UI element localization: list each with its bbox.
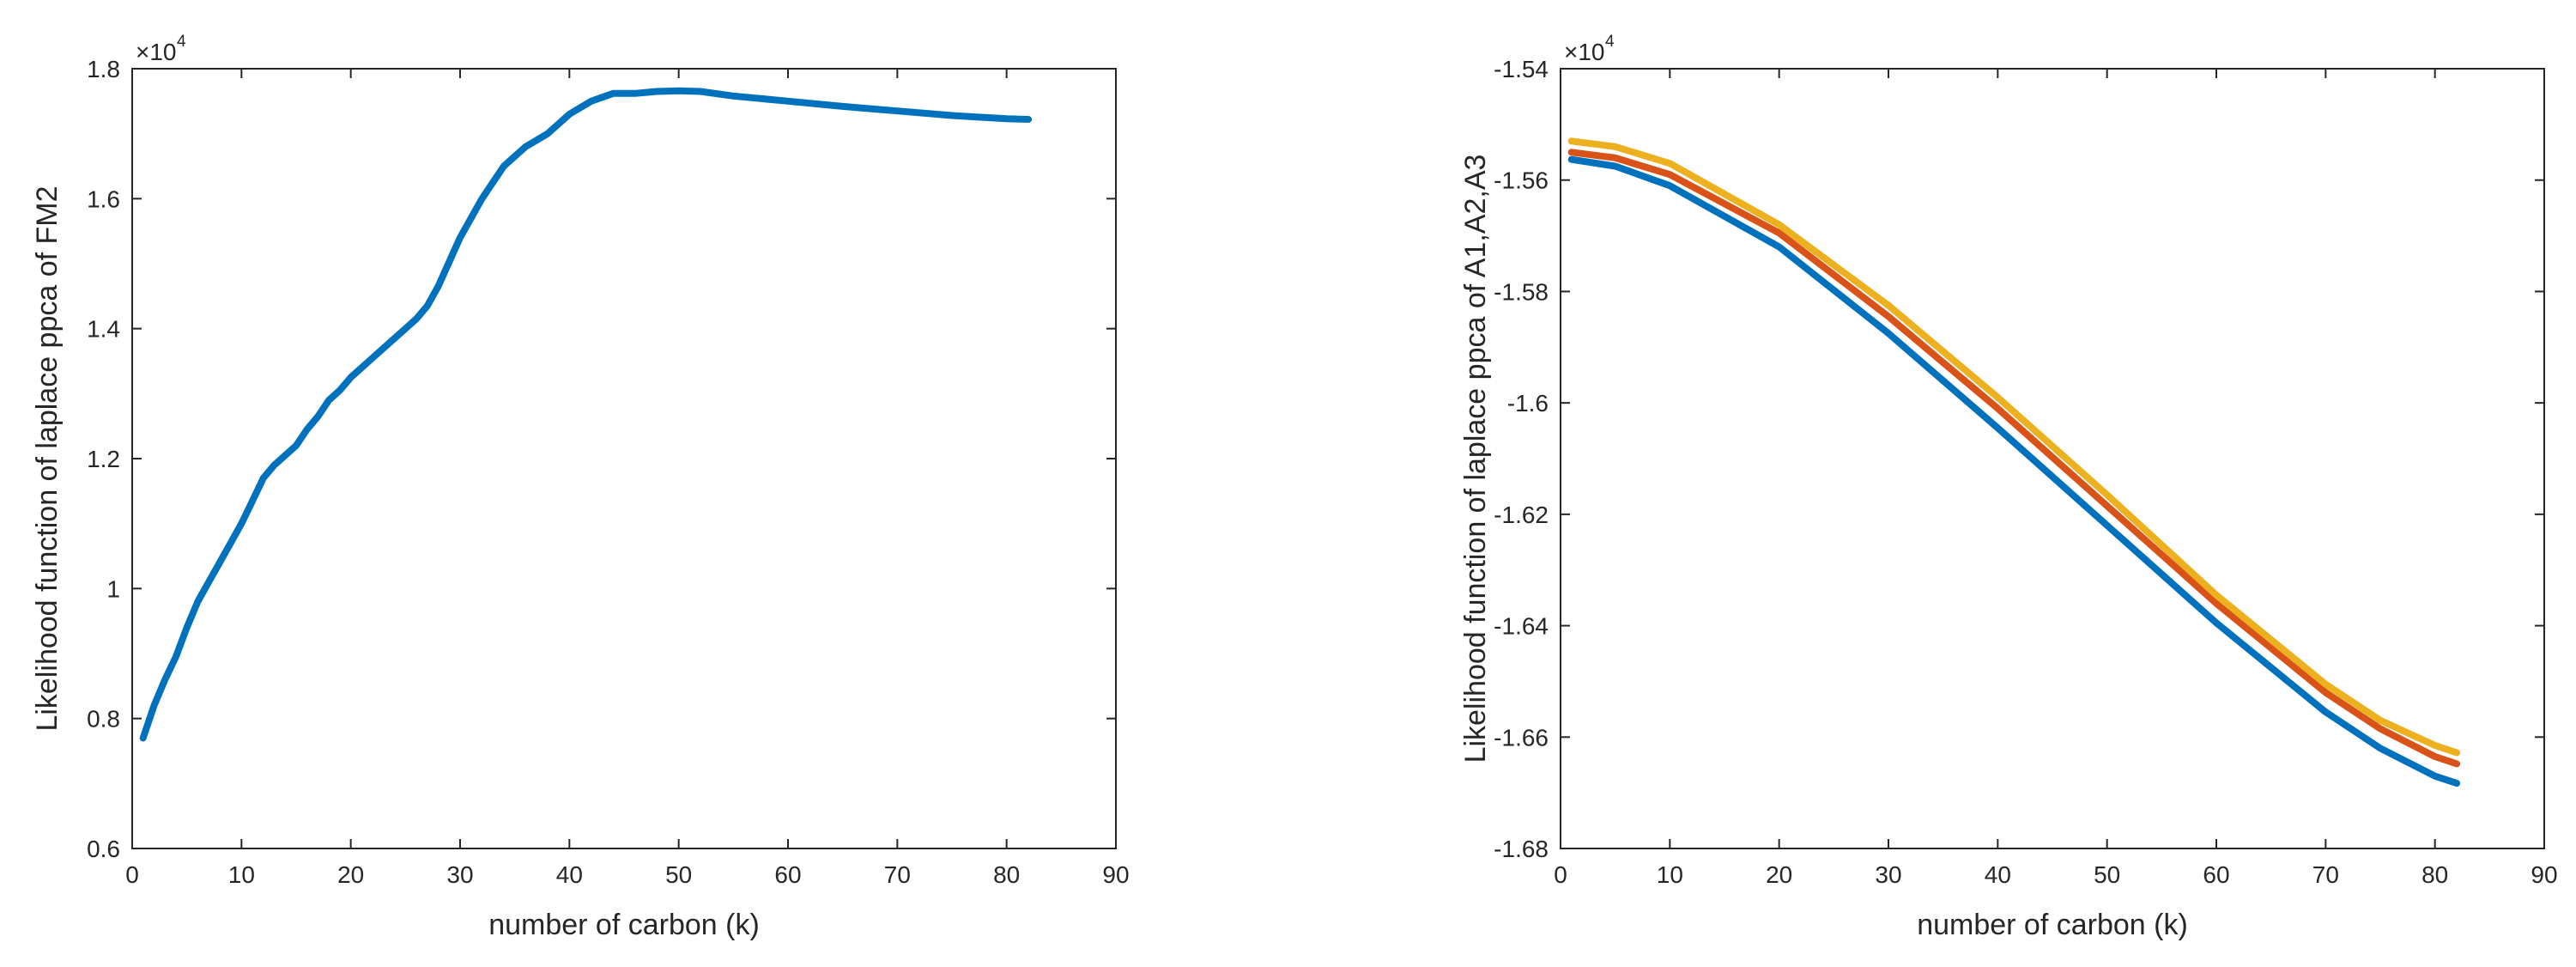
left-x-axis-label: number of carbon (k) bbox=[488, 909, 760, 941]
right-y-tick-label: -1.58 bbox=[1494, 278, 1549, 305]
right-chart-panel: 0 10 20 30 40 50 60 70 80 90-1.68-1.66-1.64-1.62-… bbox=[1459, 33, 2558, 941]
right-x-axis-label: number of carbon (k) bbox=[1917, 909, 2188, 941]
right-x-tick-label: 60 bbox=[2203, 861, 2229, 888]
left-x-tick-label: 20 bbox=[337, 861, 364, 888]
left-x-tick-label: 70 bbox=[884, 861, 911, 888]
right-series-line-a2 bbox=[1567, 149, 2461, 768]
left-series-line-fm2 bbox=[139, 87, 1033, 742]
left-exponent-power: 4 bbox=[177, 33, 186, 51]
left-exponent-base: ×10 bbox=[136, 39, 177, 65]
left-y-tick-label: 1 bbox=[106, 575, 120, 602]
right-x-tick-label: 40 bbox=[1985, 861, 2011, 888]
right-y-tick-label: -1.62 bbox=[1494, 502, 1549, 528]
left-y-tick-label: 1.2 bbox=[87, 446, 120, 472]
left-y-tick-label: 1.4 bbox=[87, 316, 120, 343]
right-x-tick-label: 0 bbox=[1554, 861, 1567, 888]
left-y-axis-label: Likelihood function of laplace ppca of F… bbox=[31, 185, 64, 731]
right-y-tick-label: -1.68 bbox=[1494, 836, 1549, 862]
left-y-tick-label: 0.6 bbox=[87, 836, 120, 862]
left-x-tick-label: 60 bbox=[774, 861, 801, 888]
right-y-tick-label: -1.64 bbox=[1494, 613, 1549, 640]
left-chart-panel: 0 10 20 30 40 50 60 70 80 90 0.6 0.8 1 1.2 1.4 1.6 1.8 ×… bbox=[31, 33, 1130, 941]
right-x-tick-label: 90 bbox=[2531, 861, 2557, 888]
left-x-tick-label: 50 bbox=[665, 861, 692, 888]
left-x-tick-label: 10 bbox=[228, 861, 255, 888]
right-y-tick-label: -1.6 bbox=[1507, 390, 1549, 417]
left-x-tick-label: 30 bbox=[446, 861, 473, 888]
right-y-tick-label: -1.54 bbox=[1494, 56, 1549, 82]
right-ticks: 0 10 20 30 40 50 60 70 80 90 -1.68 -1.66 -1.64 -1.62 -… bbox=[1494, 56, 2557, 888]
right-x-tick-label: 50 bbox=[2094, 861, 2120, 888]
left-y-tick-label: 0.8 bbox=[87, 706, 120, 733]
left-y-tick-label: 1.6 bbox=[87, 185, 120, 212]
left-x-tick-label: 80 bbox=[993, 861, 1020, 888]
right-series-line-a1 bbox=[1567, 155, 2461, 788]
left-x-tick-label: 0 bbox=[125, 861, 139, 888]
right-exponent-power: 4 bbox=[1605, 33, 1615, 51]
right-plot-frame bbox=[1560, 68, 2545, 849]
right-x-tick-label: 80 bbox=[2421, 861, 2448, 888]
right-y-axis-label: Likelihood function of laplace ppca of A… bbox=[1459, 155, 1492, 763]
right-series-line-a3 bbox=[1567, 137, 2461, 757]
right-x-tick-label: 30 bbox=[1875, 861, 1901, 888]
right-y-tick-label: -1.56 bbox=[1494, 167, 1549, 194]
right-x-tick-label: 10 bbox=[1657, 861, 1683, 888]
right-y-tick-label: -1.66 bbox=[1494, 724, 1549, 751]
left-y-tick-label: 1.8 bbox=[87, 56, 120, 82]
right-exponent-base: ×10 bbox=[1564, 39, 1605, 65]
left-ticks: 0 10 20 30 40 50 60 70 80 90 0.6 0.8 1 1.2 1.4 1.6 1.8 bbox=[87, 56, 1130, 888]
right-x-tick-label: 70 bbox=[2312, 861, 2339, 888]
left-x-tick-label: 90 bbox=[1102, 861, 1129, 888]
left-series-lines bbox=[139, 87, 1033, 742]
left-x-tick-label: 40 bbox=[556, 861, 583, 888]
right-series-lines bbox=[1567, 137, 2461, 788]
right-x-tick-label: 20 bbox=[1766, 861, 1792, 888]
